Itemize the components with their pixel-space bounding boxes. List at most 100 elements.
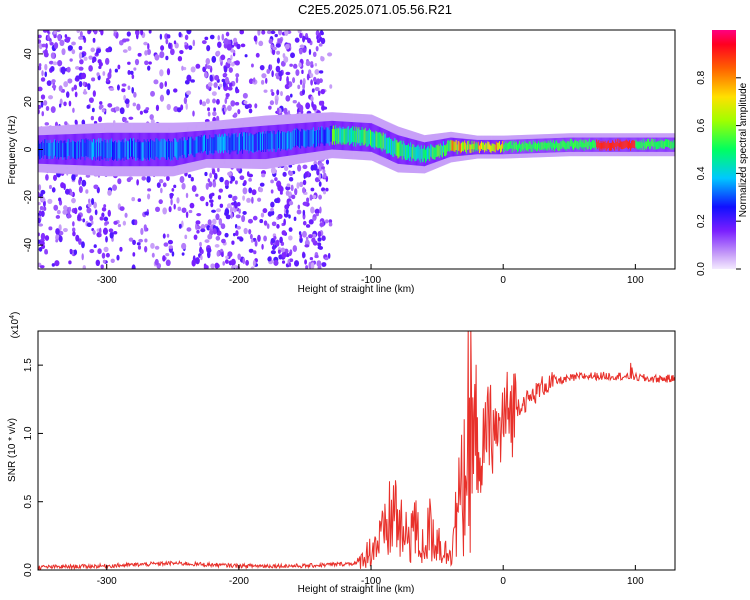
spectrogram-cell	[73, 207, 78, 215]
spectrogram-cell	[138, 238, 144, 243]
spectrogram-cell	[114, 106, 120, 112]
spectrogram-cell	[438, 146, 441, 158]
spectrogram-cell	[72, 221, 75, 227]
spectrogram-cell	[180, 140, 183, 159]
spectrogram-cell	[166, 88, 170, 96]
spectrogram-cell	[304, 202, 308, 207]
spectrogram-cell	[59, 98, 63, 106]
spectrogram-cell	[617, 138, 619, 147]
spectrogram-cell	[226, 43, 232, 51]
spectrogram-cell	[134, 139, 136, 158]
spectrogram-cell	[186, 227, 192, 232]
spectrogram-cell	[253, 250, 257, 255]
spectrogram-cell	[89, 249, 95, 254]
spectrogram-cell	[206, 138, 208, 155]
spectrogram-cell	[636, 141, 638, 149]
spectrogram-cell	[86, 104, 91, 109]
snr-x-label: Height of straight line (km)	[298, 584, 415, 595]
spectrogram-cell	[430, 144, 432, 157]
spectrogram-cell	[314, 63, 318, 67]
spectrogram-cell	[55, 215, 61, 219]
spectrogram-cell	[43, 51, 49, 58]
spectrogram-cell	[528, 141, 530, 150]
spectrogram-cell	[104, 57, 110, 65]
spectrogram-cell	[294, 260, 300, 267]
spectrogram-cell	[312, 127, 315, 144]
spectrogram-cell	[134, 58, 140, 66]
spectrogram-cell	[252, 215, 258, 221]
spectrogram-cell	[165, 141, 168, 160]
spectrogram-cell	[474, 143, 477, 152]
spectrogram-cell	[44, 71, 48, 78]
spectrogram-cell	[612, 140, 614, 148]
spectrogram-cell	[237, 108, 241, 115]
colorbar: 0.0 0.2 0.4 0.6 0.8 Normalized spectral ampl…	[696, 30, 749, 276]
spectrogram-cell	[328, 222, 333, 227]
spectrogram-cell	[122, 117, 127, 122]
spectrogram-cell	[200, 224, 206, 231]
spectrogram-cell	[63, 81, 69, 88]
spectrogram-cell	[165, 55, 169, 61]
spectrogram-cell	[126, 177, 132, 183]
spectrogram-cell	[224, 232, 229, 238]
spectrogram-cell	[200, 255, 203, 261]
spectrogram-cell	[367, 130, 370, 146]
spectrogram-cell	[221, 238, 226, 244]
spectrogram-cell	[151, 252, 155, 258]
spectrogram-cell	[228, 194, 233, 199]
spectrogram-cell	[104, 221, 110, 225]
spectrogram-cell	[576, 141, 578, 149]
spectrogram-cell	[275, 133, 278, 152]
spectrogram-cell	[634, 140, 636, 149]
spectrogram-cell	[290, 184, 294, 192]
spectrogram-cell	[173, 203, 176, 210]
spectrogram-cell	[141, 176, 147, 181]
spectrogram-cell	[325, 127, 327, 144]
spectrogram-cell	[314, 177, 320, 183]
spectrogram-cell	[498, 141, 501, 149]
spectrogram-cell	[319, 222, 325, 227]
spectrogram-cell	[209, 172, 213, 179]
spectrogram-cell	[60, 66, 66, 74]
spectrogram-cell	[268, 38, 273, 44]
spectrogram-cell	[464, 140, 466, 150]
spectrogram-cell	[43, 142, 45, 159]
spectrogram-cell	[320, 56, 325, 62]
spectrogram-cell	[211, 218, 217, 225]
spectrogram-cell	[88, 140, 91, 159]
spectrogram-cell	[323, 190, 327, 195]
spectrogram-cell	[472, 143, 474, 153]
spectrogram-cell	[408, 143, 410, 159]
spectrogram-cell	[53, 34, 57, 39]
spectrogram-cell	[532, 140, 535, 149]
spectrogram-cell	[78, 178, 81, 186]
spectrogram-cell	[166, 34, 171, 39]
spectrogram-cell	[176, 107, 182, 113]
spectrogram-cell	[61, 48, 66, 56]
spectrogram-cell	[403, 143, 406, 159]
snr-scale-note: (x104)	[9, 312, 21, 339]
spectrogram-cell	[316, 260, 322, 267]
spectrogram-cell	[609, 143, 612, 151]
spectrogram-cell	[71, 197, 76, 204]
spectrogram-cell	[101, 109, 106, 113]
spectrogram-cell	[102, 141, 104, 161]
spectrogram-cell	[394, 138, 396, 154]
spectrogram-cell	[139, 110, 143, 115]
spectrogram-cell	[292, 77, 296, 84]
spectrogram-cell	[439, 143, 442, 156]
colorbar-label: Normalized spectral amplitude	[738, 82, 749, 217]
spectrogram-cell	[276, 89, 280, 96]
spectrogram-cell	[556, 140, 558, 148]
spectrogram-cell	[71, 49, 76, 55]
spectrogram-cell	[574, 140, 576, 149]
spectrogram-cell	[181, 252, 185, 256]
spectrogram-cell	[615, 139, 617, 148]
spectrogram-cell	[47, 198, 53, 204]
spectrogram-cell	[83, 139, 85, 157]
spectrogram-cell	[41, 43, 46, 48]
spectrogram-cell	[185, 103, 188, 110]
spectrogram-cell	[248, 108, 253, 114]
spectrogram-cell	[405, 145, 408, 160]
spectrogram-cell	[162, 182, 167, 188]
